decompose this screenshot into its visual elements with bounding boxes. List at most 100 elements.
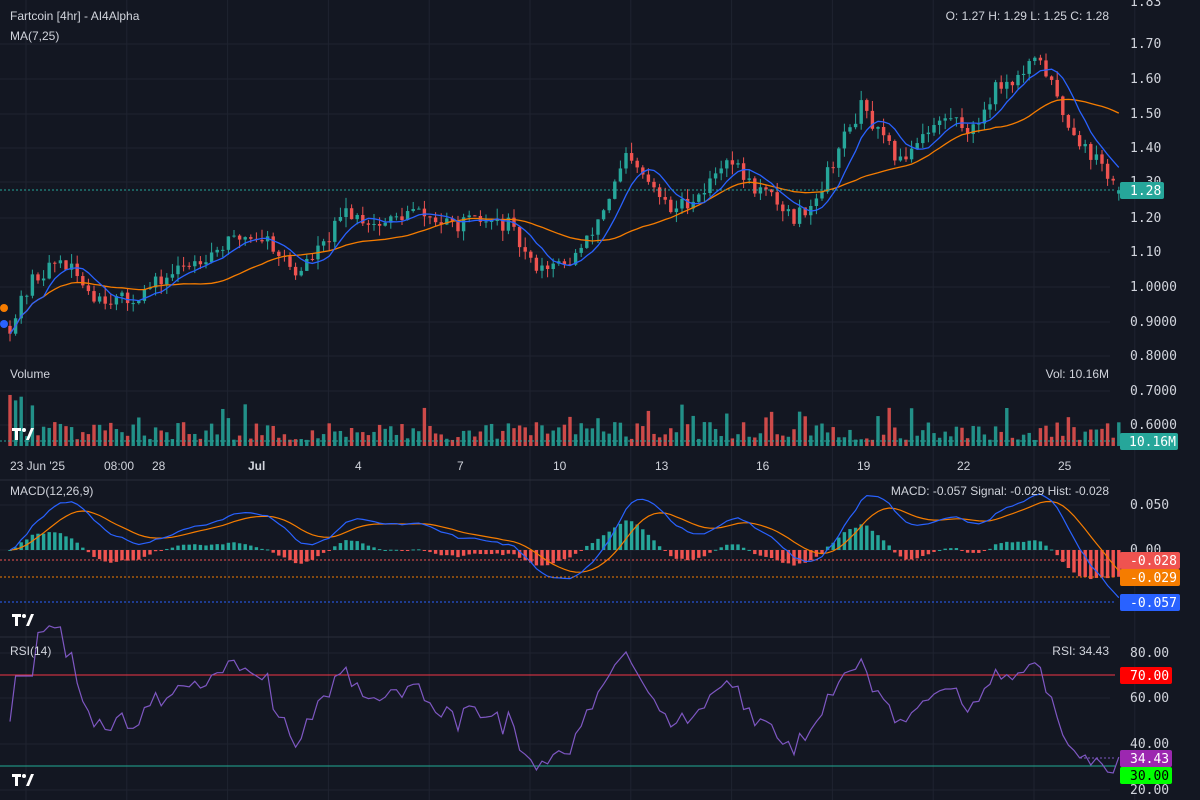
macd-hist-bar	[921, 550, 925, 556]
candle-body	[1117, 190, 1121, 194]
candle-body	[1061, 96, 1065, 116]
volume-bar	[887, 407, 891, 446]
volume-bar	[75, 439, 79, 446]
candle-body	[198, 261, 203, 265]
candle-body	[579, 247, 583, 253]
candle-body	[204, 262, 208, 265]
volume-bar	[982, 434, 987, 446]
time-label: 10	[553, 459, 567, 473]
volume-bar	[1027, 432, 1031, 446]
candlesticks[interactable]	[8, 53, 1121, 342]
candle-body	[232, 235, 236, 237]
macd-hist-bar	[1044, 545, 1048, 550]
volume-bar	[1072, 427, 1076, 446]
volume-bar	[506, 423, 511, 446]
volume-bar	[697, 438, 701, 446]
time-label: 25	[1058, 459, 1072, 473]
macd-hist-bar	[797, 550, 802, 564]
candle-body	[982, 109, 987, 124]
macd-hist-bar	[848, 529, 852, 550]
candle-body	[971, 124, 975, 135]
candle-body	[613, 181, 617, 199]
macd-hist-bar	[1100, 550, 1104, 578]
candle-body	[366, 223, 371, 225]
volume-bar	[176, 423, 180, 446]
volume-bar	[551, 430, 555, 446]
price-tick: 1.50	[1130, 107, 1161, 122]
candle-body	[1094, 154, 1099, 160]
candle-body	[1016, 74, 1020, 86]
volume-bar	[965, 438, 970, 446]
macd-hist-bar	[19, 542, 23, 550]
volume-bar	[590, 428, 595, 446]
macd-hist-bar	[109, 550, 113, 563]
macd-hist-bar	[47, 532, 51, 550]
macd-hist-bar	[769, 550, 774, 559]
volume-bar	[809, 435, 813, 446]
macd-hist-bar	[551, 550, 555, 564]
candle-body	[820, 191, 824, 199]
volume-bar	[1005, 407, 1009, 446]
candle-body	[1100, 154, 1104, 164]
volume-bar	[512, 428, 516, 446]
candle-body	[450, 218, 455, 221]
volume-bar	[8, 394, 12, 446]
volume-bar	[232, 439, 236, 446]
volume-bar	[445, 438, 449, 446]
candle-body	[601, 210, 606, 220]
macd-hist-bar	[1105, 550, 1110, 579]
macd-hist-bar	[842, 532, 847, 550]
macd-hist-bar	[853, 527, 858, 550]
macd-lines	[9, 493, 1120, 599]
volume-bar	[372, 431, 376, 446]
candle-body	[114, 296, 119, 305]
candle-body	[170, 274, 175, 278]
volume-bar	[81, 432, 85, 446]
candle-body	[909, 148, 914, 160]
rsi-legend[interactable]: RSI(14)	[10, 644, 51, 658]
volume-bar	[327, 423, 331, 446]
volume-legend[interactable]: Volume	[10, 367, 50, 381]
volume-bar	[960, 427, 964, 446]
candle-body	[97, 296, 102, 302]
macd-hist-bar	[405, 550, 410, 551]
candle-body	[25, 295, 29, 297]
macd-hist-bar	[960, 550, 964, 551]
macd-hist-bar	[596, 538, 600, 550]
candle-body	[1111, 178, 1115, 181]
macd-hist-bar	[433, 550, 438, 554]
candle-body	[176, 265, 180, 275]
macd-hist-bar	[176, 545, 180, 550]
ma-7-line	[9, 68, 1120, 335]
volume-bar	[993, 426, 998, 446]
price-tick: 1.70	[1130, 37, 1161, 52]
volume-bar	[713, 429, 718, 446]
volume-bar	[663, 434, 667, 446]
volume-bar	[1105, 423, 1110, 446]
candle-body	[898, 156, 903, 161]
macd-hist-bar	[237, 543, 242, 550]
macd-value-badge: -0.057	[1120, 594, 1180, 611]
rsi-readout: RSI: 34.43	[1052, 644, 1109, 658]
candle-body	[691, 201, 695, 209]
macd-hist-bar	[741, 547, 746, 550]
macd-hist-bar	[148, 550, 152, 555]
macd-legend[interactable]: MACD(12,26,9)	[10, 484, 93, 498]
svg-text:-0.057: -0.057	[1130, 596, 1177, 611]
macd-hist-bar	[775, 550, 779, 561]
macd-hist-bar	[613, 527, 617, 550]
macd-hist-bar	[467, 550, 471, 555]
volume-bar	[450, 439, 455, 446]
macd-hist-bar	[1117, 550, 1121, 577]
candle-body	[932, 125, 936, 133]
macd-hist-bar	[988, 548, 992, 550]
macd-hist-bar	[926, 550, 931, 555]
macd-hist-bar	[1072, 550, 1076, 573]
macd-hist-bar	[243, 544, 247, 550]
volume-bar	[299, 439, 303, 446]
ma-legend[interactable]: MA(7,25)	[10, 29, 59, 43]
svg-text:-0.028: -0.028	[1130, 554, 1177, 569]
candle-body	[551, 263, 555, 270]
macd-hist-bar	[652, 540, 656, 550]
